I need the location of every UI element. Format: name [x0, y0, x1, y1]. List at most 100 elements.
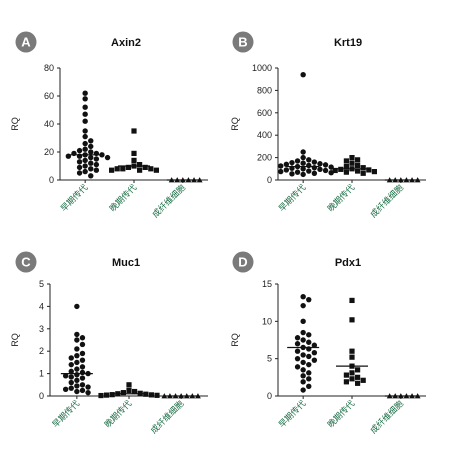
data-point: [154, 392, 160, 398]
data-point: [126, 387, 132, 393]
panel-c: C Muc1 RQ 0 1 2 3 4 5 早期传代 晚期传代 成纤维细胞: [10, 251, 208, 436]
y-tick-label: 200: [257, 153, 272, 163]
data-point: [306, 162, 312, 169]
data-point: [300, 367, 306, 373]
y-tick-label: 80: [44, 63, 54, 73]
data-point: [349, 376, 355, 382]
data-point: [148, 392, 154, 398]
data-point: [82, 157, 88, 164]
y-tick-label: 15: [262, 279, 272, 289]
x-tick-label: 成纤维细胞: [368, 398, 406, 436]
data-point: [332, 167, 338, 174]
data-point: [82, 146, 88, 152]
data-point: [306, 157, 312, 163]
data-point: [131, 150, 137, 156]
data-point: [82, 128, 88, 134]
data-point: [82, 163, 88, 169]
x-tick-label: 晚期传代: [325, 182, 357, 214]
data-point: [196, 177, 203, 183]
x-tick-label: 早期传代: [276, 398, 308, 430]
data-point: [137, 162, 143, 168]
data-point: [343, 163, 349, 170]
data-point: [104, 154, 111, 161]
data-point: [278, 168, 284, 175]
data-point: [79, 369, 86, 376]
data-point: [195, 393, 201, 399]
data-point: [79, 382, 86, 388]
data-point: [278, 163, 284, 169]
data-point: [355, 367, 361, 373]
data-point: [311, 164, 318, 171]
data-point: [109, 167, 115, 173]
y-tick-label: 1000: [252, 63, 272, 73]
data-point: [143, 391, 149, 397]
data-point: [306, 383, 312, 389]
data-point: [88, 138, 94, 144]
data-point: [120, 390, 126, 396]
y-tick-label: 400: [257, 130, 272, 140]
x-tick-label: 成纤维细胞: [148, 398, 186, 436]
data-point: [294, 341, 301, 347]
data-point: [355, 374, 361, 380]
data-point: [300, 318, 306, 325]
data-point: [322, 162, 329, 168]
data-point: [79, 335, 86, 341]
data-point: [414, 177, 421, 183]
data-point: [328, 164, 334, 170]
data-point: [79, 375, 86, 381]
x-tick-label: 早期传代: [276, 182, 308, 214]
data-point: [294, 355, 301, 362]
y-tick-label: 60: [44, 91, 54, 101]
data-point: [74, 346, 80, 352]
data-point: [62, 373, 69, 379]
data-point: [74, 337, 80, 343]
data-point: [371, 169, 377, 175]
data-point: [88, 154, 94, 161]
data-point: [294, 158, 301, 164]
data-point: [306, 339, 312, 345]
data-point: [300, 171, 306, 178]
data-point: [74, 303, 80, 310]
data-point: [137, 167, 143, 173]
y-tick-label: 0: [49, 175, 54, 185]
data-point: [317, 166, 323, 173]
data-point: [300, 72, 306, 78]
data-point: [132, 388, 138, 395]
data-point: [88, 149, 94, 155]
data-point: [153, 167, 159, 173]
data-point: [343, 372, 349, 378]
data-point: [126, 382, 132, 388]
y-tick-label: 2: [39, 346, 44, 356]
data-point: [125, 164, 131, 170]
chart-title: Muc1: [112, 257, 140, 269]
data-point: [300, 154, 306, 161]
data-point: [294, 335, 301, 341]
y-tick-label: 0: [39, 391, 44, 401]
panel-badge: [15, 31, 37, 53]
data-point: [283, 161, 290, 168]
data-point: [93, 156, 100, 162]
data-point: [306, 370, 312, 376]
data-point: [414, 393, 421, 399]
data-point: [76, 170, 83, 176]
data-point: [85, 389, 91, 396]
data-point: [74, 359, 80, 366]
data-point: [360, 170, 366, 176]
data-point: [306, 332, 312, 338]
data-point: [74, 377, 80, 384]
data-point: [79, 350, 86, 357]
data-point: [349, 348, 355, 354]
data-point: [306, 353, 312, 360]
data-point: [88, 143, 94, 150]
data-point: [104, 392, 110, 398]
data-point: [289, 159, 295, 166]
data-point: [355, 157, 361, 163]
data-point: [355, 380, 361, 386]
data-point: [355, 168, 361, 174]
x-tick-label: 晚期传代: [325, 398, 357, 430]
data-point: [360, 377, 366, 383]
data-point: [306, 361, 312, 368]
y-tick-label: 5: [39, 279, 44, 289]
y-tick-label: 600: [257, 108, 272, 118]
data-point: [120, 166, 126, 172]
